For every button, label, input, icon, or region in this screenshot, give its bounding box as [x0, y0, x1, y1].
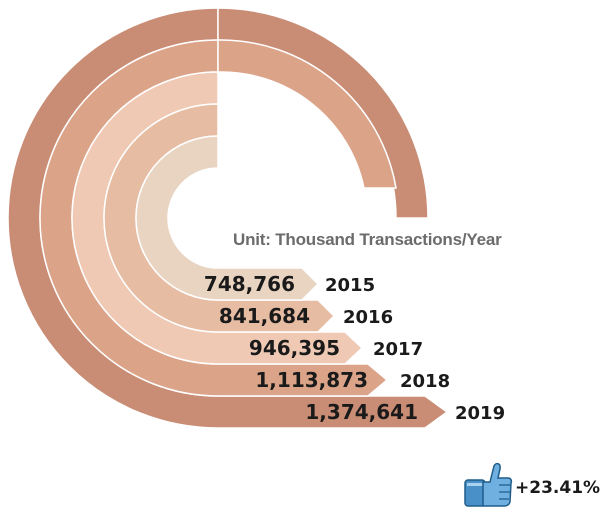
- value-label-2018: 1,113,873: [255, 368, 368, 392]
- value-label-2016: 841,684: [219, 304, 310, 328]
- year-label-2015: 2015: [325, 275, 375, 296]
- unit-label: Unit: Thousand Transactions/Year: [233, 230, 502, 249]
- year-label-2018: 2018: [400, 371, 450, 392]
- value-label-2015: 748,766: [204, 272, 295, 296]
- ring-bar-2015: [135, 135, 320, 301]
- ring-bar-cap-2018: [217, 39, 397, 189]
- ring-group: [7, 7, 449, 429]
- year-label-2017: 2017: [373, 339, 423, 360]
- value-label-2019: 1,374,641: [305, 400, 418, 424]
- year-label-2019: 2019: [455, 403, 505, 424]
- value-label-2017: 946,395: [249, 336, 340, 360]
- growth-value: +23.41%: [515, 478, 601, 498]
- year-label-2016: 2016: [343, 307, 393, 328]
- growth-indicator: +23.41%: [463, 460, 603, 510]
- thumbs-up-icon: [464, 462, 513, 507]
